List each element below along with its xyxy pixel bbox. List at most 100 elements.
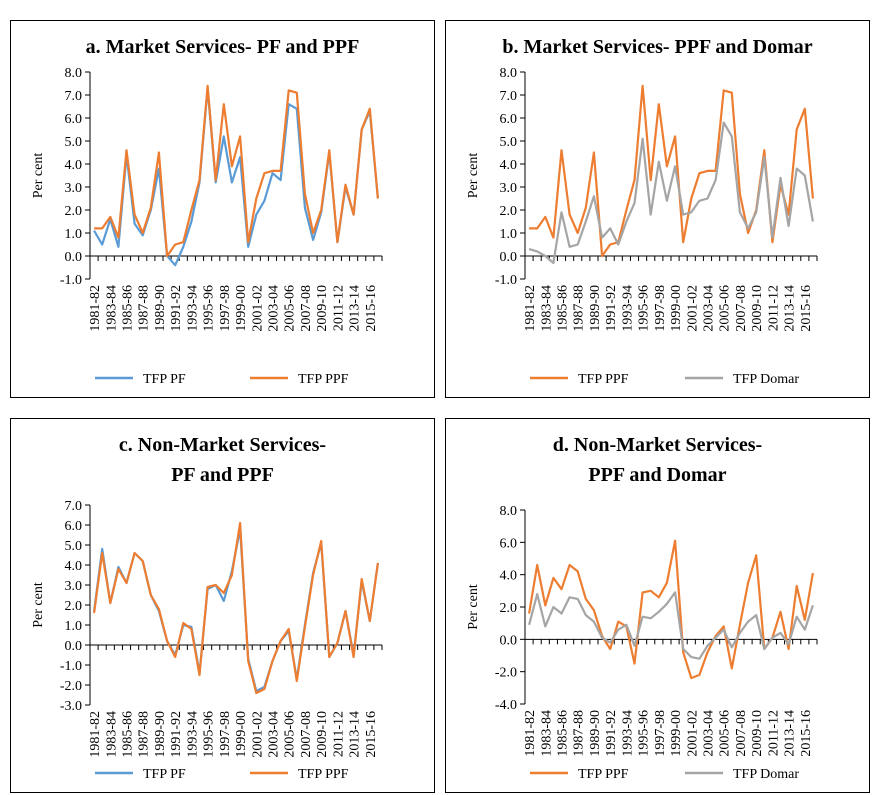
x-tick-label: 1989-90 xyxy=(588,710,603,757)
x-tick-label: 2007-08 xyxy=(734,285,749,332)
x-tick-label: 1997-98 xyxy=(218,711,233,758)
x-tick-label: 1987-88 xyxy=(572,285,587,332)
x-tick-label: 2013-14 xyxy=(348,285,363,332)
x-tick-label: 1981-82 xyxy=(523,285,538,332)
y-tick-label: 2.0 xyxy=(65,204,83,219)
x-tick-label: 2005-06 xyxy=(718,710,733,757)
x-tick-label: 2005-06 xyxy=(283,711,298,758)
x-tick-label: 1993-94 xyxy=(620,285,635,332)
series-line xyxy=(94,84,379,258)
x-tick-label: 2011-12 xyxy=(766,710,781,756)
x-tick-label: 1983-84 xyxy=(104,711,119,758)
series-line xyxy=(529,84,814,258)
x-tick-label: 1999-00 xyxy=(234,285,249,332)
x-tick-label: 2007-08 xyxy=(299,285,314,332)
y-tick-label: 5.0 xyxy=(500,135,518,150)
y-tick-label: -2.0 xyxy=(495,666,517,681)
x-tick-label: 2005-06 xyxy=(283,285,298,332)
x-tick-label: 2013-14 xyxy=(783,710,798,757)
legend-label: TFP PPF xyxy=(578,372,629,387)
x-tick-label: 2009-10 xyxy=(750,285,765,332)
series-line xyxy=(93,87,379,267)
y-axis-label: Per cent xyxy=(31,582,46,628)
x-tick-label: 1995-96 xyxy=(202,711,217,758)
chart-panel: b. Market Services- PPF and Domar Per cen… xyxy=(445,20,870,398)
y-tick-label: 4.0 xyxy=(500,569,518,584)
x-tick-label: 2015-16 xyxy=(799,710,814,757)
y-tick-label: 8.0 xyxy=(65,66,83,81)
y-axis-label: Per cent xyxy=(31,153,46,199)
series-line xyxy=(528,539,814,680)
x-tick-label: 1993-94 xyxy=(185,711,200,758)
y-tick-label: 3.0 xyxy=(500,181,518,196)
x-tick-label: 2001-02 xyxy=(250,285,265,332)
x-tick-label: 1981-82 xyxy=(88,285,103,332)
x-tick-label: 2007-08 xyxy=(734,710,749,757)
x-tick-label: 2015-16 xyxy=(364,285,379,332)
x-tick-label: 2011-12 xyxy=(331,711,346,757)
y-tick-label: -1.0 xyxy=(60,273,82,288)
y-tick-label: 0.0 xyxy=(65,250,83,265)
x-tick-label: 1981-82 xyxy=(523,710,538,757)
x-tick-label: 2013-14 xyxy=(348,711,363,758)
x-tick-label: 2009-10 xyxy=(750,710,765,757)
x-tick-label: 2001-02 xyxy=(250,711,265,758)
x-tick-label: 1991-92 xyxy=(169,285,184,332)
panel-border xyxy=(445,20,870,398)
x-tick-label: 1991-92 xyxy=(604,710,619,757)
chart-title: PPF and Domar xyxy=(588,464,726,486)
x-tick-label: 1993-94 xyxy=(185,285,200,332)
x-tick-label: 1989-90 xyxy=(588,285,603,332)
y-tick-label: -3.0 xyxy=(60,699,82,714)
x-tick-label: 2001-02 xyxy=(685,285,700,332)
y-tick-label: 4.0 xyxy=(65,559,83,574)
y-tick-label: 4.0 xyxy=(65,158,83,173)
x-tick-label: 1993-94 xyxy=(620,710,635,757)
x-tick-label: 1983-84 xyxy=(539,710,554,757)
x-tick-label: 2011-12 xyxy=(766,285,781,331)
chart-title: d. Non-Market Services- xyxy=(553,434,762,456)
panel-border xyxy=(10,418,435,793)
x-tick-label: 1983-84 xyxy=(104,285,119,332)
y-tick-label: -1.0 xyxy=(495,273,517,288)
y-tick-label: 2.0 xyxy=(500,204,518,219)
x-tick-label: 2015-16 xyxy=(364,711,379,758)
x-tick-label: 1997-98 xyxy=(653,710,668,757)
y-tick-label: 2.0 xyxy=(65,599,83,614)
x-tick-label: 1999-00 xyxy=(234,711,249,758)
x-tick-label: 1997-98 xyxy=(218,285,233,332)
legend-label: TFP PF xyxy=(143,767,186,782)
y-tick-label: 5.0 xyxy=(65,135,83,150)
chart-title: a. Market Services- PF and PPF xyxy=(86,36,360,58)
panel-border xyxy=(10,20,435,398)
x-tick-label: 1985-86 xyxy=(556,710,571,757)
x-tick-label: 1991-92 xyxy=(604,285,619,332)
chart-panel: c. Non-Market Services- PF and PPF Per cen… xyxy=(10,418,435,793)
x-tick-label: 2009-10 xyxy=(315,711,330,758)
x-tick-label: 1995-96 xyxy=(202,285,217,332)
x-tick-label: 1985-86 xyxy=(556,285,571,332)
y-tick-label: 7.0 xyxy=(65,89,83,104)
y-tick-label: 1.0 xyxy=(500,227,518,242)
y-axis-label: Per cent xyxy=(466,584,481,630)
x-tick-label: 2015-16 xyxy=(799,285,814,332)
legend-label: TFP PPF xyxy=(298,372,349,387)
x-tick-label: 2001-02 xyxy=(685,710,700,757)
x-tick-label: 2003-04 xyxy=(702,710,717,757)
x-tick-label: 1999-00 xyxy=(669,710,684,757)
x-tick-label: 2003-04 xyxy=(267,711,282,758)
x-tick-label: 2009-10 xyxy=(315,285,330,332)
y-tick-label: 3.0 xyxy=(65,579,83,594)
x-tick-label: 1995-96 xyxy=(637,710,652,757)
x-tick-label: 2007-08 xyxy=(299,711,314,758)
legend-label: TFP PF xyxy=(143,372,186,387)
legend-label: TFP PPF xyxy=(578,767,629,782)
legend-label: TFP PPF xyxy=(298,767,349,782)
x-tick-label: 2013-14 xyxy=(783,285,798,332)
y-tick-label: 6.0 xyxy=(65,519,83,534)
y-tick-label: 8.0 xyxy=(500,66,518,81)
legend-label: TFP Domar xyxy=(733,767,799,782)
y-tick-label: 1.0 xyxy=(65,227,83,242)
y-tick-label: 8.0 xyxy=(500,504,518,519)
